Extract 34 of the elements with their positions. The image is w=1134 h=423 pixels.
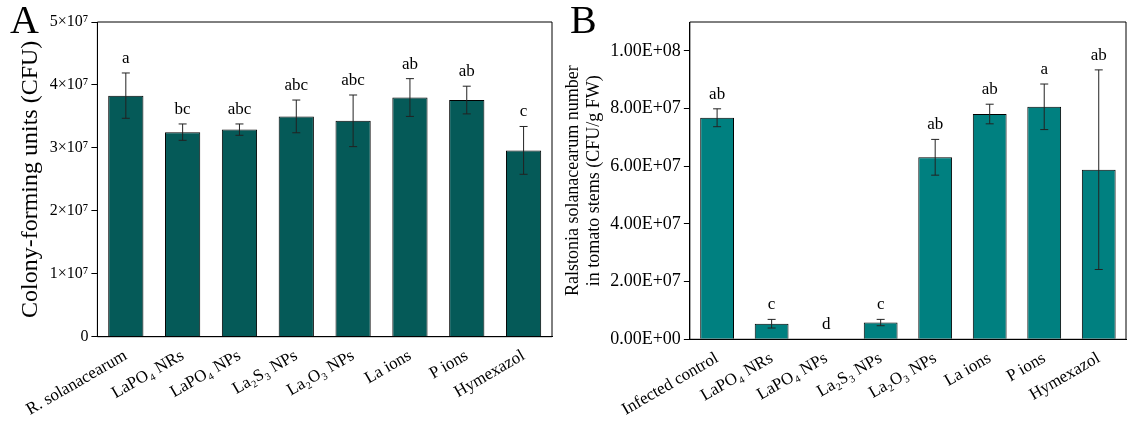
annotation: ab xyxy=(709,83,726,103)
x-tick-label: La ions xyxy=(360,345,415,388)
annotation: c xyxy=(519,101,528,121)
y-axis-title: Colony-forming units (CFU) xyxy=(15,40,42,319)
annotation: c xyxy=(767,294,776,314)
y-tick-label: 5×10⁷ xyxy=(49,12,89,30)
annotation: abc xyxy=(341,69,366,89)
annotation: bc xyxy=(174,98,192,118)
annotation: ab xyxy=(981,79,998,99)
annotation: abc xyxy=(284,75,309,95)
annotation: a xyxy=(1040,58,1049,78)
annotation: ab xyxy=(1090,44,1107,64)
y-tick-label: 0 xyxy=(80,326,89,344)
chart-title: A xyxy=(10,0,39,42)
x-tick-label: La ions xyxy=(940,348,994,390)
annotation: abc xyxy=(227,98,252,118)
annotation: ab xyxy=(927,114,944,134)
y-tick-label: 6.00E+07 xyxy=(610,154,681,175)
annotation: c xyxy=(876,294,885,314)
y-tick-label: 1×10⁷ xyxy=(49,263,89,281)
y-tick-label: 0.00E+00 xyxy=(610,328,681,349)
y-tick-label: 2×10⁷ xyxy=(49,201,89,219)
annotation: a xyxy=(122,47,131,67)
y-tick-label: 8.00E+07 xyxy=(610,97,681,118)
y-tick-label: 4×10⁷ xyxy=(49,75,89,93)
y-tick-label: 2.00E+07 xyxy=(610,270,681,291)
annotation: ab xyxy=(458,61,475,81)
y-tick-label: 3×10⁷ xyxy=(49,138,89,156)
annotation: d xyxy=(821,313,831,333)
annotation: ab xyxy=(401,53,418,73)
y-tick-label: 4.00E+07 xyxy=(610,212,681,233)
chart-title: B xyxy=(570,0,597,42)
y-tick-label: 1.00E+08 xyxy=(610,39,681,60)
y-axis-title: Ralstonia solanacearum number in tomato stems (CFU/g FW) xyxy=(561,65,605,297)
